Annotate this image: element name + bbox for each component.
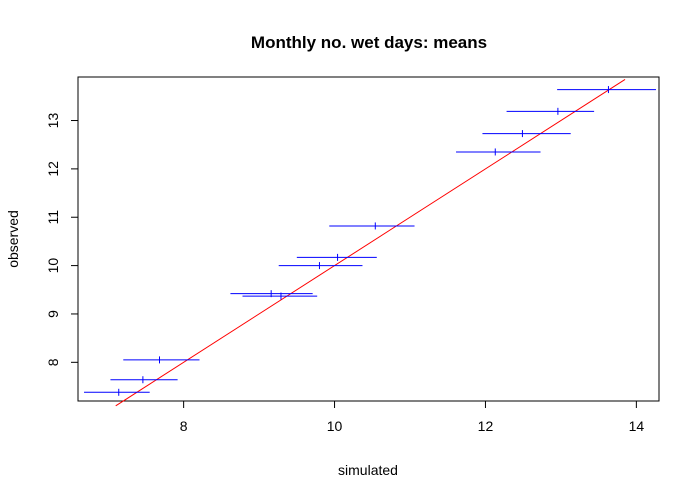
data-point (506, 107, 595, 115)
data-point (242, 292, 318, 300)
y-tick-label: 9 (45, 310, 61, 318)
reference-line (115, 78, 626, 407)
y-axis-label: observed (5, 210, 21, 268)
y-axis: 8 9 10 11 12 13 (45, 113, 79, 366)
data-point (296, 253, 377, 261)
x-tick-label: 14 (629, 418, 645, 434)
reference-line-group (115, 78, 626, 407)
data-point (482, 130, 571, 138)
x-tick-label: 8 (180, 418, 188, 434)
chart-title: Monthly no. wet days: means (251, 33, 487, 52)
data-point (123, 356, 200, 364)
plot-frame (77, 76, 660, 402)
y-tick-label: 11 (45, 210, 61, 225)
y-tick-label: 12 (45, 161, 61, 177)
x-tick-label: 10 (327, 418, 343, 434)
data-point (84, 388, 150, 396)
data-point (110, 376, 178, 384)
data-point (278, 262, 363, 270)
data-point (329, 222, 415, 230)
y-tick-label: 8 (45, 358, 61, 366)
data-point (557, 86, 656, 94)
x-axis: 8 10 12 14 (180, 400, 645, 434)
x-axis-label: simulated (338, 462, 398, 478)
data-point (456, 148, 541, 156)
points-group (84, 86, 656, 396)
y-tick-label: 13 (45, 113, 61, 129)
y-tick-label: 10 (45, 258, 61, 274)
x-tick-label: 12 (478, 418, 494, 434)
